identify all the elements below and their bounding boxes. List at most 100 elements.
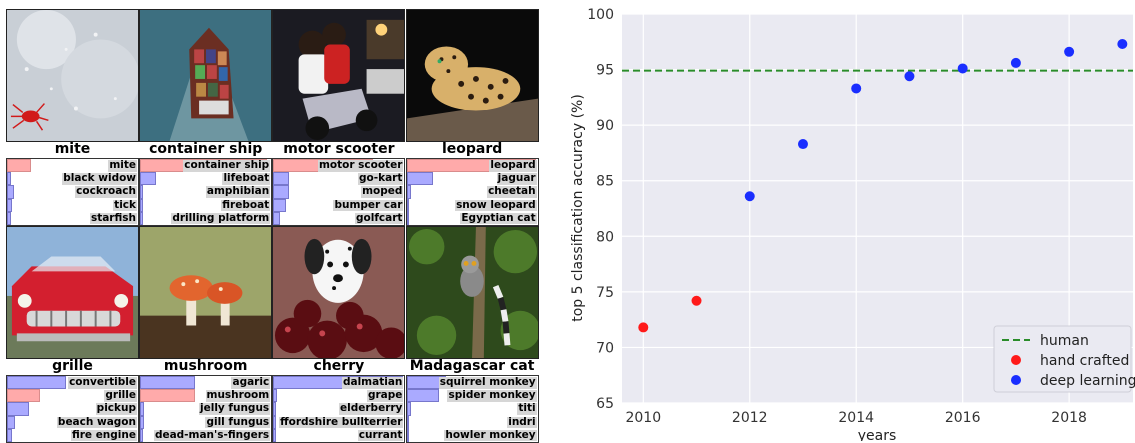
tick-labels: 65 70 75 80 85 90 95 100 2010 2012 2014 2016 2018 [587,7,1087,426]
prediction-row: mite [7,159,138,173]
data-point [1064,46,1075,57]
prediction-label: jaguar [496,172,537,185]
motor-scooter-photo [272,9,406,142]
prediction-label: Egyptian cat [460,211,537,225]
probability-bar [273,415,276,429]
example-title: cherry [313,358,365,374]
prediction-row: titi [406,402,538,416]
probability-bar [7,198,13,212]
prediction-label: jelly fungus [199,402,271,415]
prediction-list: motor scooter go-kart moped bumper car golfc… [272,158,406,226]
prediction-row: cockroach [7,185,138,199]
prediction-label: amphibian [205,185,271,198]
probability-bar [273,402,276,416]
prediction-label: golfcart [354,211,404,225]
example-title: leopard [441,141,503,157]
prediction-list: squirrel monkey spider monkey titi indri how… [405,375,539,443]
probability-bar [7,389,40,403]
prediction-label: mite [108,159,137,172]
prediction-label: fireboat [221,198,271,212]
probability-bar [7,376,66,390]
example-title: Madagascar cat [409,358,535,374]
y-tick-label: 75 [596,285,614,301]
prediction-row: go-kart [273,172,404,186]
x-tick-label: 2014 [838,410,874,426]
probability-bar [7,415,15,429]
data-points [638,39,1128,333]
probability-bar [7,185,14,199]
probability-bar [140,402,145,416]
imagenet-examples-grid: mite mite black widow cockroach tick starfish… [6,9,539,443]
prediction-label: fire engine [70,428,137,442]
container-ship-photo [139,9,273,142]
mushroom-photo [139,226,273,359]
prediction-row: fireboat [140,198,271,212]
probability-bar [273,172,290,186]
y-tick-label: 80 [596,229,614,245]
data-point [691,295,702,306]
example-title: grille [52,358,93,374]
probability-bar [140,198,143,212]
prediction-row: Egyptian cat [406,211,538,225]
probability-bar [406,185,411,199]
prediction-label: dalmatian [341,376,404,389]
prediction-label: drilling platform [171,211,271,225]
prediction-label: moped [361,185,404,198]
prediction-list: leopard jaguar cheetah snow leopard Egyptian… [405,158,539,226]
probability-bar [7,159,31,173]
prediction-row: moped [273,185,404,199]
prediction-row: pickup [7,402,138,416]
cherry-photo [272,226,406,359]
prediction-label: cheetah [487,185,537,198]
prediction-label: snow leopard [455,198,537,212]
prediction-label: indri [507,415,537,429]
probability-bar [406,389,440,403]
prediction-row: grape [273,389,404,403]
prediction-row: snow leopard [406,198,538,212]
prediction-row: convertible [7,376,138,390]
legend-dot-swatch [1011,375,1021,385]
prediction-row: grille [7,389,138,403]
prediction-list: dalmatian grape elderberry ffordshire bullt… [272,375,406,443]
y-tick-label: 100 [587,7,614,23]
legend-label: hand crafted [1040,353,1129,369]
prediction-label: beach wagon [56,415,137,429]
grille-photo [6,226,139,359]
prediction-row: jelly fungus [140,402,271,416]
prediction-row: gill fungus [140,415,271,429]
y-tick-label: 70 [596,340,614,356]
data-point [904,71,915,82]
legend-label: deep learning [1040,373,1135,389]
prediction-label: convertible [68,376,137,389]
x-tick-label: 2010 [625,410,661,426]
y-tick-label: 90 [596,118,614,134]
prediction-row: agaric [140,376,271,390]
prediction-label: leopard [489,159,537,172]
prediction-label: bumper car [333,198,404,212]
prediction-row: indri [406,415,538,429]
legend-box [993,325,1132,393]
prediction-list: mite black widow cockroach tick starfish [6,158,139,226]
prediction-label: elderberry [339,402,404,415]
probability-bar [140,376,196,390]
probability-bar [7,428,13,442]
prediction-row: squirrel monkey [406,376,538,390]
prediction-row: golfcart [273,211,404,225]
prediction-row: mushroom [140,389,271,403]
prediction-label: motor scooter [317,159,404,172]
x-tick-label: 2016 [945,410,981,426]
probability-bar [273,211,280,225]
probability-bar [406,172,433,186]
data-point [1010,57,1021,68]
example-title: container ship [149,141,263,157]
probability-bar [406,428,410,442]
prediction-label: pickup [95,402,137,415]
probability-bar [273,428,276,442]
prediction-row: amphibian [140,185,271,199]
prediction-label: howler monkey [444,428,537,442]
y-tick-label: 65 [596,396,614,412]
y-axis-label: top 5 classification accuracy (%) [570,94,586,322]
data-point [851,83,862,94]
x-tick-label: 2012 [732,410,768,426]
prediction-row: container ship [140,159,271,173]
